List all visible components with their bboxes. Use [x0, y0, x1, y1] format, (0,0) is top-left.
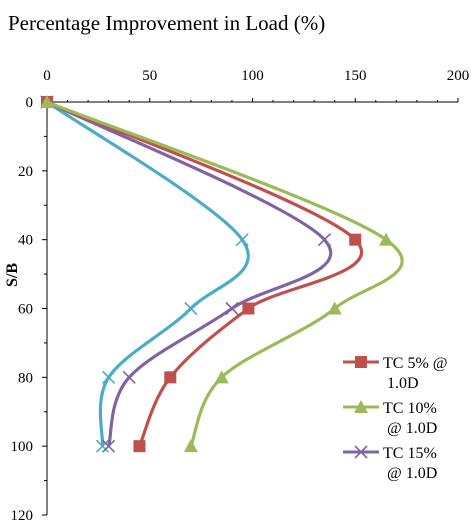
x-tick-label: 0 [43, 68, 51, 84]
legend-label: TC 10% [383, 400, 437, 417]
legend-entry: TC 15% @ 1.0D [343, 445, 437, 482]
legend-marker [355, 356, 367, 368]
series-line [46, 100, 364, 447]
data-point [183, 439, 198, 453]
series-layer [40, 95, 404, 453]
y-tick-label: 20 [18, 164, 33, 180]
data-point [40, 95, 54, 108]
y-tick-label: 120 [11, 508, 34, 523]
data-point [349, 233, 362, 246]
legend-entry: TC 5% @ 1.0D [343, 355, 448, 392]
x-ticks: 0 50 100 150 200 [43, 68, 469, 102]
legend-label: TC 5% @ [383, 355, 448, 372]
legend-marker [354, 445, 368, 459]
data-point [122, 370, 136, 384]
y-tick-label: 0 [26, 95, 34, 111]
data-point [184, 301, 198, 316]
x-tick-label: 50 [142, 68, 157, 84]
y-tick-label: 40 [18, 233, 33, 249]
legend-marker [354, 400, 368, 413]
legend-label: TC 15% [383, 445, 437, 462]
legend-label: @ 1.0D [387, 465, 437, 482]
x-tick-label: 200 [447, 68, 470, 84]
y-tick-label: 100 [11, 439, 34, 455]
legend-entry: TC 10% @ 1.0D [343, 400, 437, 437]
series-2 [40, 95, 333, 453]
legend: TC 5% @ 1.0D TC 10% @ 1.0D TC 15% @ 1.0D [343, 355, 448, 482]
y-tick-label: 60 [18, 302, 33, 318]
data-point [164, 371, 177, 384]
data-point [102, 370, 116, 384]
x-tick-label: 100 [241, 68, 264, 84]
chart-title: Percentage Improvement in Load (%) [8, 11, 325, 35]
data-point [317, 233, 331, 247]
series-line [46, 100, 404, 447]
data-point [379, 232, 394, 246]
data-point [95, 439, 110, 453]
data-point [225, 301, 239, 316]
data-point [327, 301, 342, 315]
series-1 [40, 95, 404, 453]
data-point [133, 440, 146, 453]
x-tick-label: 150 [344, 68, 367, 84]
data-point [214, 370, 229, 384]
data-point [235, 233, 249, 247]
data-point [102, 439, 116, 453]
y-tick-label: 80 [18, 370, 33, 386]
legend-label: 1.0D [387, 375, 419, 392]
legend-label: @ 1.0D [387, 420, 437, 437]
y-axis-label: S/B [4, 263, 21, 287]
data-point [242, 302, 255, 315]
series-3 [40, 95, 250, 453]
y-ticks: 0 20 40 60 80 100 120 [11, 95, 47, 523]
series-line [46, 100, 250, 447]
